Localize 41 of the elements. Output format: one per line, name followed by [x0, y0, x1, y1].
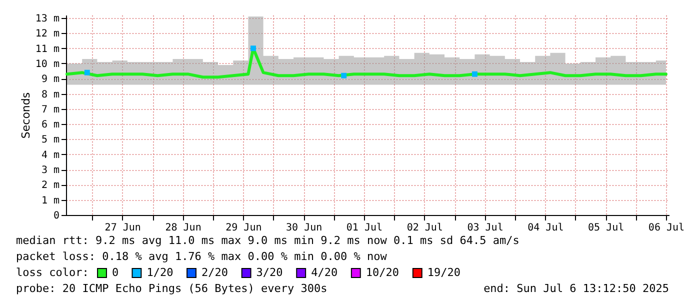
legend-title: loss color: [16, 266, 89, 279]
y-tick-label: 10 m [35, 58, 60, 70]
y-tick-label: 1 m [41, 195, 60, 206]
x-tick-label: 03 Jul [467, 222, 504, 234]
point [341, 72, 347, 78]
x-tick-label: 27 Jun [104, 222, 141, 234]
text: median rtt: 9.2 ms avg 11.0 ms max 9.0 ms min 9.2 ms now 0.1 ms sd 64.5 am/s [16, 234, 520, 247]
y-tick-label: 2 m [41, 180, 60, 192]
y-axis-title: Seconds [19, 92, 32, 139]
x-tick-label: 01 Jul [346, 222, 383, 234]
legend-label: 1/20 [146, 266, 174, 279]
y-tick-label: 6 m [41, 120, 60, 131]
y-tick-label: 7 m [41, 104, 60, 116]
y-tick-label: 9 m [41, 74, 60, 86]
legend-label: 0 [112, 266, 119, 279]
text: probe: 20 ICMP Echo Pings (56 Bytes) every 300s [16, 282, 328, 295]
x-tick-label: 06 Jul [648, 222, 685, 234]
y-tick-label: 13 m [35, 14, 60, 25]
y-tick-label: 11 m [35, 44, 60, 55]
legend-label: 3/20 [256, 266, 283, 279]
point [84, 70, 90, 76]
legend-label: 2/20 [202, 266, 228, 279]
text: end: Sun Jul 6 13:12:50 2025 [484, 282, 669, 295]
y-tick-label: 3 m [41, 165, 60, 176]
point [472, 71, 478, 77]
y-tick-label: 12 m [35, 28, 60, 40]
legend-label: 19/20 [427, 266, 461, 279]
x-tick-label: 05 Jul [588, 222, 624, 234]
y-tick-label: 5 m [41, 134, 60, 146]
point [250, 46, 256, 52]
y-tick-label: 4 m [41, 150, 60, 161]
text: packet loss: 0.18 % avg 1.76 % max 0.00 % min 0.00 % now [16, 250, 388, 263]
x-tick-label: 04 Jul [528, 222, 564, 234]
x-tick-label: 30 Jun [286, 222, 322, 234]
legend-label: 4/20 [311, 266, 338, 279]
y-tick-label: 0 [53, 210, 60, 222]
y-tick-label: 8 m [41, 89, 60, 100]
x-tick-label: 29 Jun [226, 222, 262, 234]
x-tick-label: 28 Jun [165, 222, 202, 234]
legend-label: 10/20 [366, 266, 400, 279]
x-tick-label: 02 Jul [406, 222, 443, 234]
